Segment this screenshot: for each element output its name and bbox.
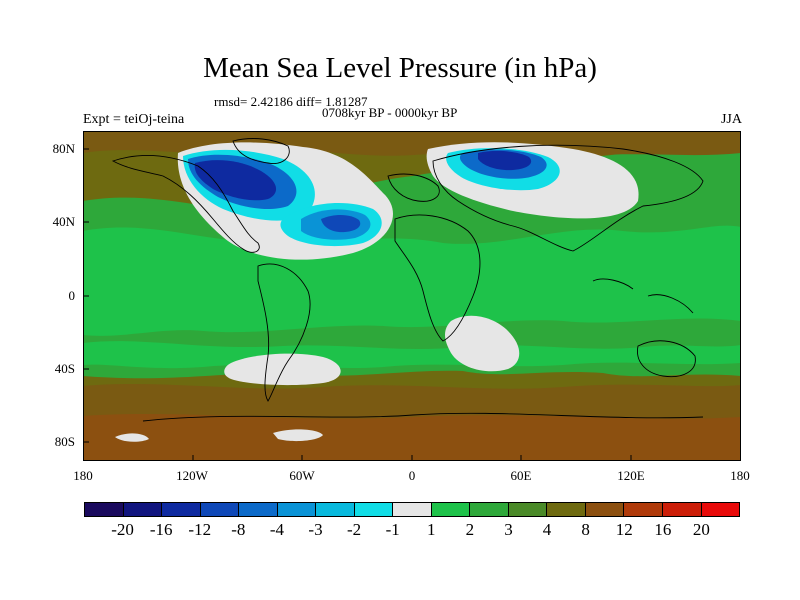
x-tick-60w: 60W [289, 468, 315, 483]
colorbar-swatch [701, 503, 740, 516]
colorbar-label: 20 [692, 520, 710, 539]
colorbar-swatch [162, 503, 201, 516]
map-title: Mean Sea Level Pressure (in hPa) [203, 52, 597, 84]
map-panel [83, 131, 741, 461]
colorbar-swatch [354, 503, 394, 516]
colorbar-label: 8 [581, 520, 590, 539]
colorbar-swatch [277, 503, 317, 516]
y-tick-40s: 40S [54, 361, 75, 376]
colorbar-swatch [470, 503, 509, 516]
period-text: 0708kyr BP - 0000kyr BP [322, 105, 458, 120]
x-tick-180e: 180 [730, 468, 750, 483]
x-tick-0: 0 [408, 468, 416, 483]
colorbar-swatch [85, 503, 124, 516]
anomaly-region-darkblue-asia [478, 150, 532, 171]
colorbar-swatch [624, 503, 663, 516]
colorbar-label: -16 [149, 520, 173, 539]
y-tick-40n: 40N [52, 214, 75, 229]
y-tick-80n: 80N [52, 141, 75, 156]
anomaly-region-darkblue-namerica [194, 160, 277, 201]
colorbar-label: 1 [427, 520, 436, 539]
colorbar-label: 2 [465, 520, 475, 539]
colorbar-label: -1 [385, 520, 400, 539]
colorbar-label: -8 [231, 520, 246, 539]
anomaly-region-white-africa [445, 315, 520, 372]
experiment-label: Expt = teiOj-teina [83, 112, 185, 127]
season-label: JJA [720, 112, 742, 127]
colorbar-label: 12 [615, 520, 633, 539]
anomaly-region-white-southpole [115, 429, 323, 442]
colorbar-swatch [200, 503, 240, 516]
x-tick-120e: 120E [617, 468, 645, 483]
coastlines [111, 138, 704, 422]
x-tick-120w: 120W [176, 468, 208, 483]
colorbar-label: -4 [269, 520, 285, 539]
x-tick-60e: 60E [510, 468, 532, 483]
colorbar-swatch [393, 503, 432, 516]
anomaly-region-lightgreen [83, 225, 741, 336]
colorbar-swatch [431, 503, 471, 516]
y-tick-0: 0 [68, 288, 76, 303]
stats-text: rmsd= 2.42186 diff= 1.81287 [214, 94, 368, 109]
colorbar-label: -20 [111, 520, 134, 539]
colorbar-label: 3 [504, 520, 513, 539]
anomaly-region-darkblue-atlantic [321, 214, 361, 233]
colorbar-label: -12 [188, 520, 212, 539]
colorbar-swatch [508, 503, 548, 516]
colorbar-swatch [239, 503, 278, 516]
anomaly-region-white-southatl [224, 353, 341, 386]
map-ticks [83, 148, 632, 461]
colorbar-label: 16 [654, 520, 672, 539]
colorbar-swatch [662, 503, 702, 516]
colorbar-label: -2 [347, 520, 362, 539]
y-tick-80s: 80S [54, 434, 75, 449]
colorbar-swatch [585, 503, 625, 516]
pressure-map [83, 131, 741, 461]
colorbar-swatch [316, 503, 355, 516]
anomaly-region-darkbrown-south [83, 413, 741, 461]
colorbar-label: 4 [542, 520, 552, 539]
colorbar-label: -3 [308, 520, 323, 539]
colorbar [84, 502, 740, 517]
colorbar-swatch [123, 503, 163, 516]
colorbar-swatch [547, 503, 586, 516]
x-tick-180w: 180 [73, 468, 93, 483]
